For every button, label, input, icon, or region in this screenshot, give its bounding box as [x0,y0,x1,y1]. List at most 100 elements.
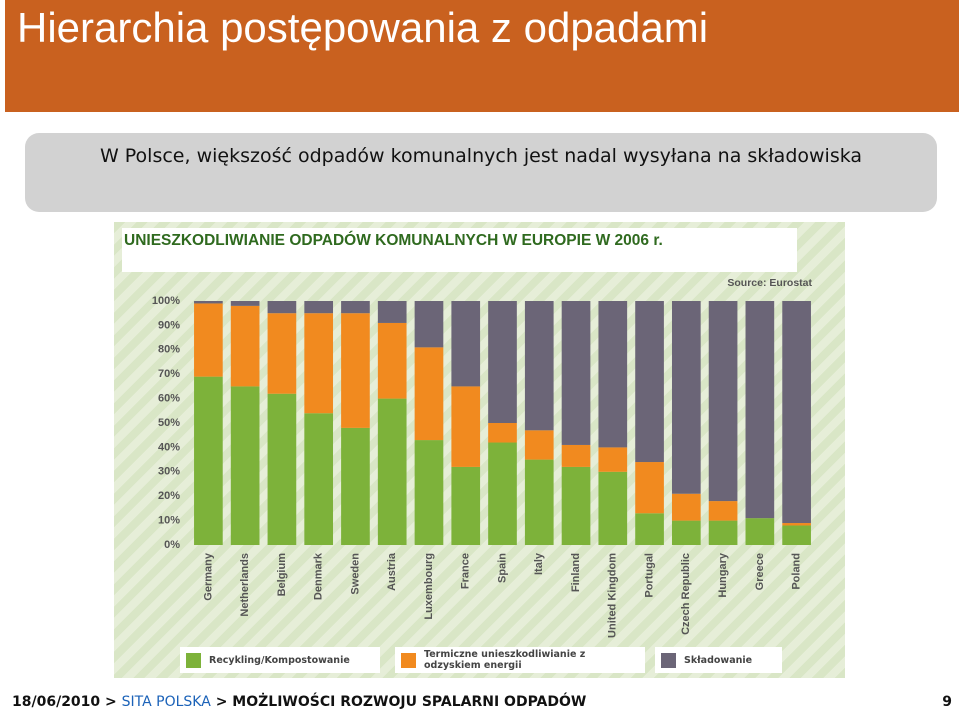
legend-swatch [401,652,416,668]
bar-segment [451,466,481,545]
x-tick-label: Austria [386,552,398,591]
x-tick-label: Greece [754,553,766,590]
legend-item: Termiczne unieszkodliwianie z odzyskiem … [395,647,645,673]
bar-segment [194,376,223,545]
bar-segment [377,398,407,545]
bar-segment [267,313,297,394]
chart: UNIESZKODLIWIANIE ODPADÓW KOMUNALNYCH W … [122,228,812,638]
legend-label: Recykling/Kompostowanie [209,654,350,666]
title-bar: Hierarchia postępowania z odpadami [5,0,959,112]
subtitle-box: W Polsce, większość odpadów komunalnych … [25,133,937,212]
y-tick-label: 20% [158,490,180,502]
chart-panel: UNIESZKODLIWIANIE ODPADÓW KOMUNALNYCH W … [114,222,845,678]
bar-segment [671,301,701,494]
legend-label: Termiczne unieszkodliwianie z odzyskiem … [424,649,586,671]
bar-segment [304,413,334,545]
footer-company: SITA POLSKA [121,694,211,710]
bar-segment [524,430,554,460]
y-tick-label: 40% [158,441,180,453]
x-tick-label: Sweden [349,553,361,595]
x-tick-label: Poland [791,553,803,590]
bar-segment [304,313,334,414]
x-tick-label: Denmark [313,552,325,600]
x-tick-label: Finland [570,553,582,592]
bar-segment [524,301,554,431]
bar-segment [451,386,481,467]
bar-segment [598,447,628,472]
bar-segment [782,523,811,526]
legend-item: Składowanie [655,647,782,673]
x-tick-label: Luxembourg [423,553,435,620]
y-tick-label: 50% [158,417,180,429]
bar-segment [341,427,370,545]
bar-segment [598,471,628,545]
footer-date: 18/06/2010 > [12,694,117,710]
x-tick-label: France [460,553,472,589]
chart-title-box [122,228,797,272]
y-tick-label: 100% [152,295,180,307]
x-tick-label: Portugal [643,553,655,598]
subtitle: W Polsce, większość odpadów komunalnych … [99,145,863,167]
bar-segment [708,501,738,521]
x-tick-label: Germany [202,552,214,601]
bar-segment [194,303,223,377]
x-tick-label: Spain [496,553,508,583]
bar-segment [561,301,591,445]
bar-segment [267,301,297,314]
bar-segment [341,301,370,314]
legend-swatch [186,652,201,668]
legend-item: Recykling/Kompostowanie [180,647,380,673]
bar-segment [708,520,738,545]
bar-segment [488,423,517,443]
bar-segment [414,347,444,441]
chart-title: UNIESZKODLIWIANIE ODPADÓW KOMUNALNYCH W … [124,231,663,249]
bar-segment [230,386,260,545]
bar-segment [267,393,297,545]
source: Source: Eurostat [727,277,812,289]
x-tick-label: Italy [533,552,545,575]
bar-segment [414,440,444,545]
bar-segment [635,462,664,514]
x-tick-label: Czech Republic [680,553,692,635]
bar-segment [230,305,260,387]
bar-segment [304,301,334,314]
legend-swatch [661,652,676,668]
bar-segment [635,513,664,545]
bar-segment [488,301,517,423]
x-tick-label: United Kingdom [607,553,619,638]
page-number: 9 [942,694,952,710]
bar-segment [414,301,444,348]
y-tick-label: 90% [158,319,180,331]
bar-segment [635,301,664,463]
x-tick-label: Belgium [276,553,288,597]
y-tick-label: 10% [158,515,180,527]
y-tick-label: 80% [158,344,180,356]
bar-segment [488,442,517,545]
bar-segment [598,301,628,448]
bar-segment [782,525,811,545]
bar-segment [671,520,701,545]
footer: 18/06/2010 > SITA POLSKA > MOŻLIWOŚCI RO… [12,694,952,710]
bar-segment [561,466,591,545]
bar-segment [377,322,407,399]
bar-segment [708,301,738,502]
bar-segment [341,313,370,428]
y-tick-label: 30% [158,466,180,478]
bar-segment [745,301,775,519]
footer-section: > MOŻLIWOŚCI ROZWOJU SPALARNI ODPADÓW [215,694,587,710]
bar-segment [524,459,554,545]
x-tick-label: Hungary [717,552,729,598]
bar-segment [194,301,223,304]
y-tick-label: 70% [158,368,180,380]
bar-segment [561,444,591,467]
bar-segment [230,301,260,306]
bar-segment [451,301,481,387]
bar-segment [377,301,407,323]
bar-segment [671,493,701,521]
y-tick-label: 0% [164,539,180,551]
bar-segment [745,518,775,545]
y-tick-label: 60% [158,393,180,405]
bar-segment [782,301,811,524]
legend-label: Składowanie [684,654,753,666]
